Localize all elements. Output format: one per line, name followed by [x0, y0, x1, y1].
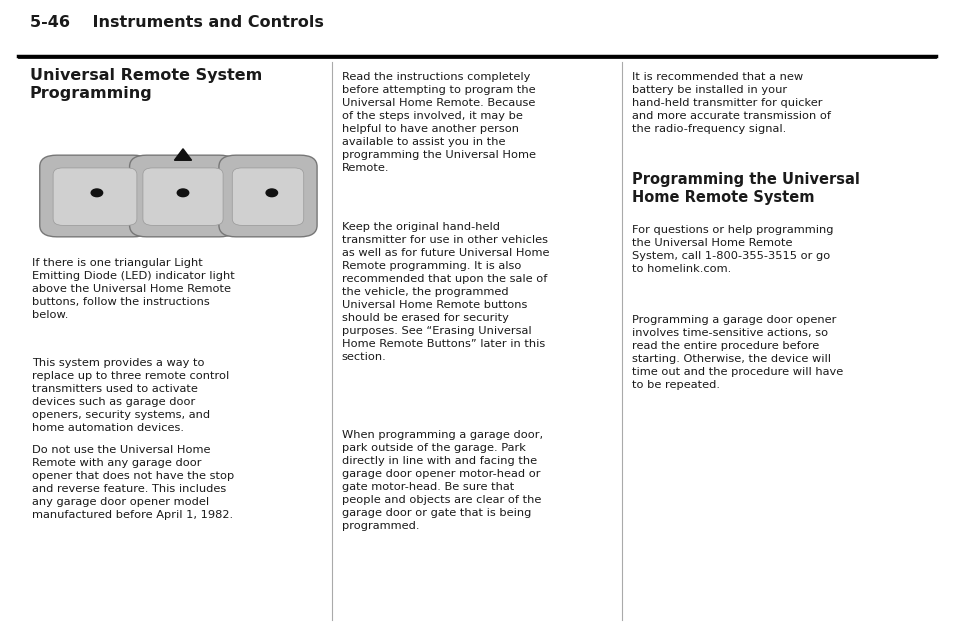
Circle shape	[91, 189, 103, 197]
FancyBboxPatch shape	[232, 168, 303, 225]
Text: If there is one triangular Light
Emitting Diode (LED) indicator light
above the : If there is one triangular Light Emittin…	[32, 258, 235, 320]
FancyBboxPatch shape	[40, 155, 150, 237]
Text: It is recommended that a new
battery be installed in your
hand-held transmitter : It is recommended that a new battery be …	[631, 72, 830, 134]
Text: Programming the Universal
Home Remote System: Programming the Universal Home Remote Sy…	[631, 172, 859, 205]
Polygon shape	[174, 149, 192, 160]
FancyBboxPatch shape	[143, 168, 223, 225]
Text: Do not use the Universal Home
Remote with any garage door
opener that does not h: Do not use the Universal Home Remote wit…	[32, 445, 234, 520]
Text: This system provides a way to
replace up to three remote control
transmitters us: This system provides a way to replace up…	[32, 358, 230, 433]
FancyBboxPatch shape	[130, 155, 236, 237]
Text: For questions or help programming
the Universal Home Remote
System, call 1-800-3: For questions or help programming the Un…	[631, 225, 832, 274]
Circle shape	[177, 189, 189, 197]
Text: Programming a garage door opener
involves time-sensitive actions, so
read the en: Programming a garage door opener involve…	[631, 315, 841, 390]
Circle shape	[266, 189, 277, 197]
Text: 5-46    Instruments and Controls: 5-46 Instruments and Controls	[30, 15, 323, 30]
Text: Read the instructions completely
before attempting to program the
Universal Home: Read the instructions completely before …	[341, 72, 535, 174]
FancyBboxPatch shape	[53, 168, 136, 225]
Text: Keep the original hand-held
transmitter for use in other vehicles
as well as for: Keep the original hand-held transmitter …	[341, 222, 549, 362]
Text: When programming a garage door,
park outside of the garage. Park
directly in lin: When programming a garage door, park out…	[341, 430, 542, 531]
Text: Universal Remote System
Programming: Universal Remote System Programming	[30, 68, 262, 101]
FancyBboxPatch shape	[218, 155, 316, 237]
